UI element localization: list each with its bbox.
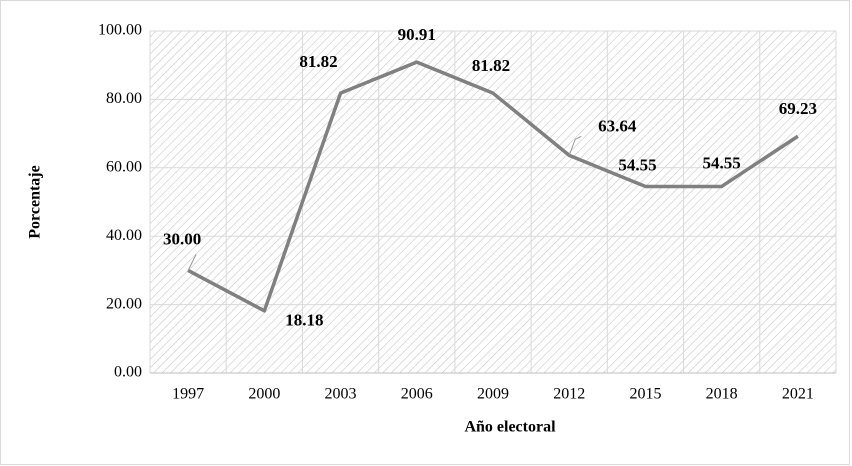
y-tick-label: 40.00 [106, 227, 142, 244]
x-tick-label: 2003 [325, 386, 357, 403]
data-label: 63.64 [598, 116, 637, 135]
y-tick-label: 60.00 [106, 158, 142, 175]
data-line [187, 60, 799, 313]
x-tick-label: 2021 [782, 386, 814, 403]
y-tick-label: 80.00 [106, 90, 142, 107]
leader-line [568, 135, 582, 156]
data-label: 18.18 [285, 311, 323, 330]
x-tick-label: 2009 [477, 386, 509, 403]
plot-area [150, 31, 836, 373]
x-tick-label: 2006 [401, 386, 433, 403]
x-tick-label: 2015 [629, 386, 661, 403]
data-label: 30.00 [163, 229, 201, 248]
x-axis-title: Año electoral [464, 419, 556, 436]
data-label: 54.55 [618, 155, 656, 174]
y-axis-title: Porcentaje [27, 165, 44, 238]
x-tick-label: 2012 [553, 386, 585, 403]
x-tick-label: 2018 [706, 386, 738, 403]
y-tick-label: 20.00 [106, 295, 142, 312]
data-label: 54.55 [703, 153, 741, 172]
data-label: 81.82 [472, 56, 510, 75]
data-label: 90.91 [398, 25, 436, 44]
data-label: 81.82 [299, 52, 337, 71]
x-tick-label: 2000 [248, 386, 280, 403]
y-tick-label: 100.00 [98, 22, 142, 39]
leader-line [187, 254, 197, 271]
y-tick-label: 0.00 [114, 364, 142, 381]
data-label: 69.23 [779, 99, 817, 118]
x-tick-label: 1997 [172, 386, 204, 403]
